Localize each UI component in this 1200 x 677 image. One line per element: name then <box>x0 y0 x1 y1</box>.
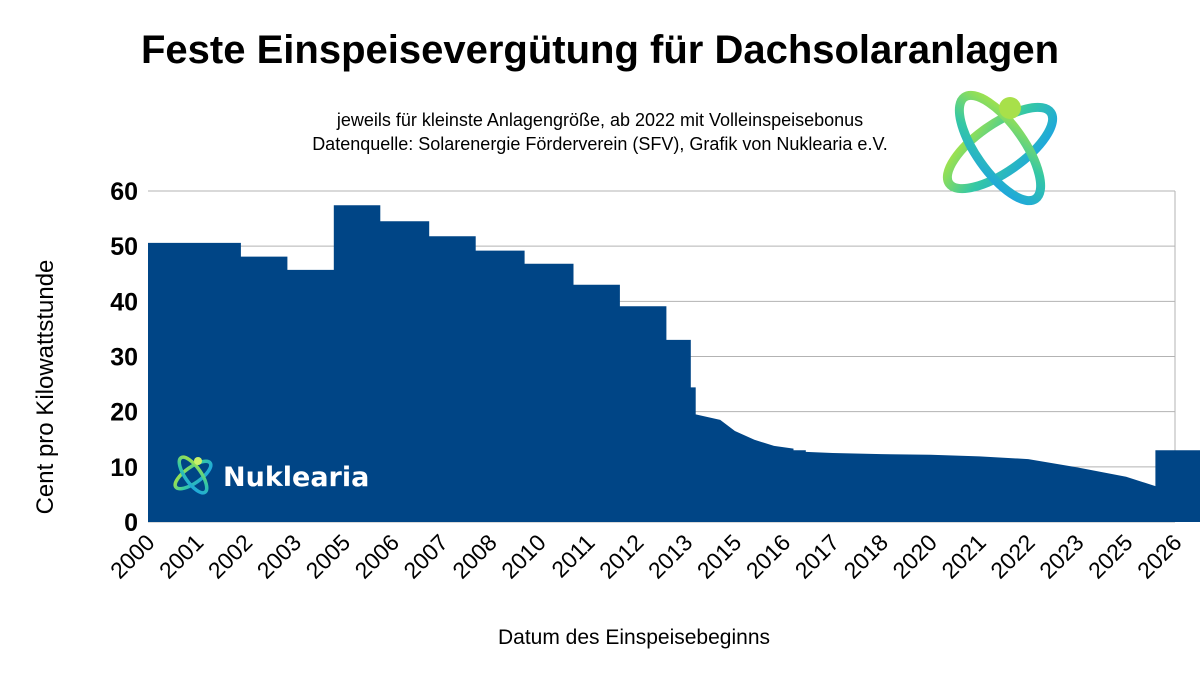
x-tick-label: 2008 <box>447 529 502 584</box>
chart-subtitle: jeweils für kleinste Anlagengröße, ab 20… <box>0 108 1200 156</box>
atom-icon <box>173 455 213 495</box>
x-tick-label: 2020 <box>887 529 942 584</box>
x-tick-label: 2015 <box>692 529 747 584</box>
y-tick-label: 60 <box>110 178 138 206</box>
x-tick-label: 2013 <box>643 529 698 584</box>
x-tick-label: 2001 <box>154 529 209 584</box>
x-tick-label: 2012 <box>594 529 649 584</box>
y-axis-label: Cent pro Kilowattstunde <box>32 260 59 515</box>
y-tick-label: 30 <box>110 344 138 372</box>
x-tick-label: 2026 <box>1132 529 1187 584</box>
x-tick-label: 2007 <box>398 529 453 584</box>
y-tick-label: 40 <box>110 288 138 316</box>
x-tick-label: 2010 <box>496 529 551 584</box>
logo-text: Nuklearia <box>223 462 369 493</box>
x-tick-label: 2017 <box>790 529 845 584</box>
y-tick-label: 0 <box>124 509 138 537</box>
subtitle-line-1: jeweils für kleinste Anlagengröße, ab 20… <box>336 110 864 130</box>
chart-title: Feste Einspeisevergütung für Dachsolaran… <box>140 28 1060 72</box>
x-tick-label: 2022 <box>985 529 1040 584</box>
x-tick-label: 2021 <box>936 529 991 584</box>
subtitle-line-2: Datenquelle: Solarenergie Förderverein (… <box>312 134 888 154</box>
y-tick-label: 10 <box>110 454 138 482</box>
atom-logo <box>942 90 1058 206</box>
x-tick-label: 2011 <box>546 529 599 582</box>
y-axis-ticks: 0 10 20 30 40 50 60 <box>110 178 138 537</box>
nuklearia-logo: Nuklearia <box>173 455 369 495</box>
x-tick-label: 2006 <box>349 529 404 584</box>
x-axis-ticks: 2000200120022003200520062007200820102011… <box>105 529 1187 584</box>
x-axis-label: Datum des Einspeisebeginns <box>498 626 770 649</box>
feed-in-tariff-area <box>148 205 1200 522</box>
x-tick-label: 2023 <box>1034 529 1089 584</box>
x-tick-label: 2025 <box>1083 529 1138 584</box>
x-tick-label: 2000 <box>105 529 160 584</box>
x-tick-label: 2002 <box>203 529 258 584</box>
x-tick-label: 2016 <box>741 529 796 584</box>
x-tick-label: 2003 <box>252 529 307 584</box>
y-tick-label: 50 <box>110 233 138 261</box>
x-tick-label: 2018 <box>839 529 894 584</box>
x-tick-label: 2005 <box>301 529 356 584</box>
y-tick-label: 20 <box>110 399 138 427</box>
